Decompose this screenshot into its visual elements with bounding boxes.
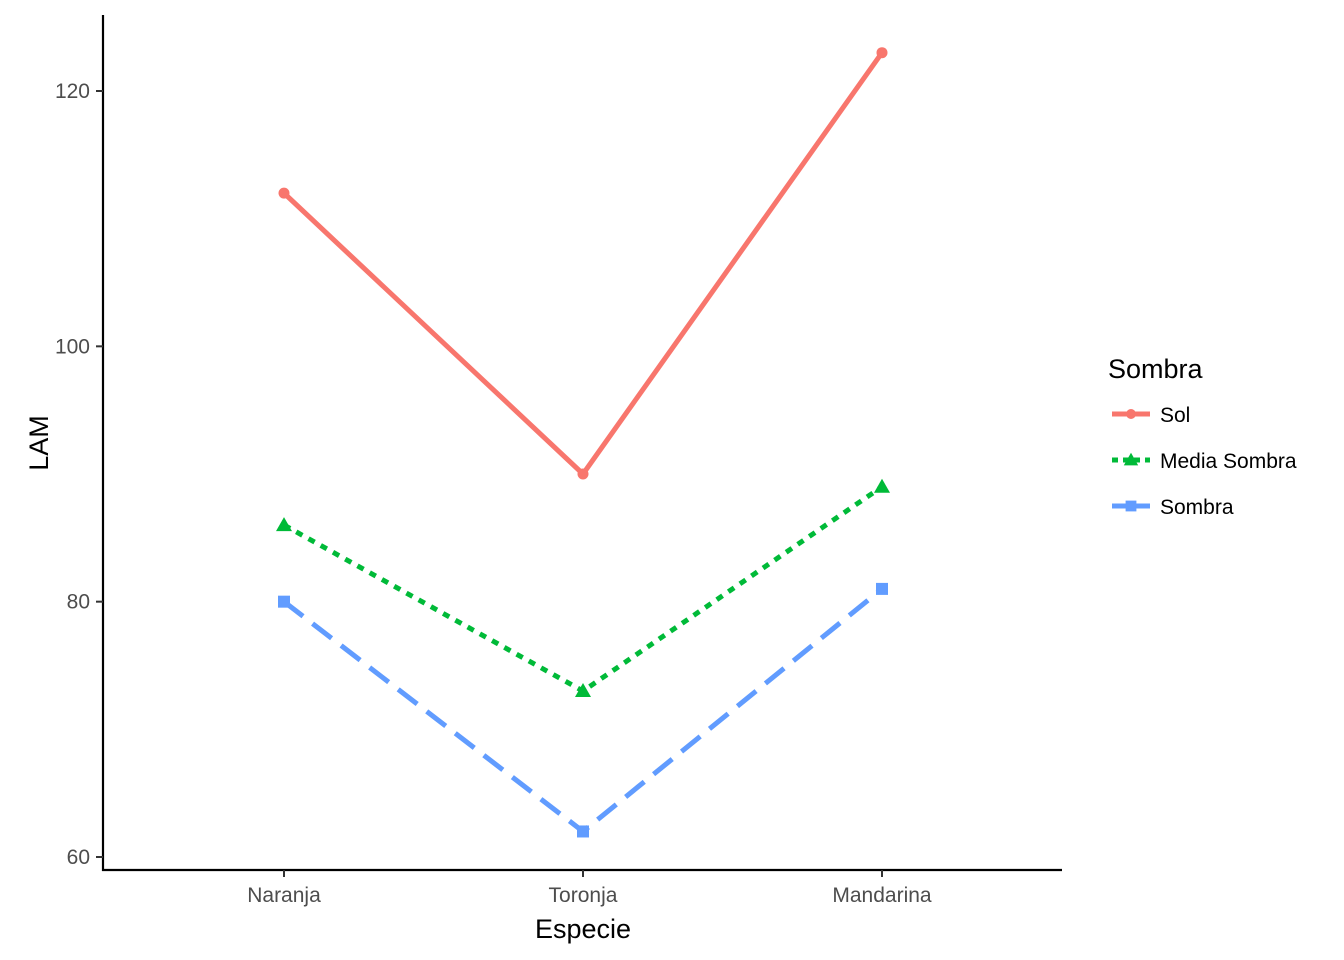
data-point — [278, 187, 290, 199]
legend-label: Sol — [1160, 404, 1190, 427]
legend-key-marker — [1123, 452, 1139, 466]
legend-label: Media Sombra — [1160, 450, 1297, 473]
series-layer — [276, 47, 890, 838]
legend-item: Sol — [1112, 404, 1190, 427]
legend-title: Sombra — [1108, 354, 1204, 384]
data-point — [876, 47, 888, 59]
series-line — [282, 586, 884, 834]
x-tick-label: Mandarina — [832, 884, 932, 907]
data-point — [577, 468, 589, 480]
legend-key-marker — [1125, 500, 1137, 512]
data-point — [276, 517, 292, 532]
legend-item: Sombra — [1112, 496, 1234, 519]
data-point — [575, 683, 591, 698]
series-line — [282, 484, 884, 694]
legend-key-marker — [1126, 409, 1136, 419]
series-sol — [278, 47, 888, 480]
legend: Sombra Sol Media Sombra Sombra — [1108, 354, 1297, 519]
y-tick-label: 60 — [67, 846, 90, 869]
y-tick-label: 80 — [67, 591, 90, 614]
data-point — [577, 825, 589, 838]
legend-items: Sol Media Sombra Sombra — [1112, 404, 1297, 519]
data-point — [874, 478, 890, 493]
x-axis-ticks: Naranja Toronja Mandarina — [247, 870, 932, 907]
y-tick-label: 100 — [55, 335, 90, 358]
legend-label: Sombra — [1160, 496, 1234, 519]
series-line — [282, 51, 885, 477]
y-axis-title: LAM — [24, 415, 54, 471]
y-axis-ticks: 60 80 100 120 — [55, 80, 103, 869]
series-media-sombra — [276, 478, 890, 698]
legend-item: Media Sombra — [1112, 450, 1297, 473]
x-tick-label: Toronja — [549, 884, 618, 907]
data-point — [876, 582, 888, 595]
y-tick-label: 120 — [55, 80, 90, 103]
data-point — [278, 595, 290, 608]
x-axis-title: Especie — [535, 914, 631, 944]
x-tick-label: Naranja — [247, 884, 321, 907]
series-sombra — [278, 582, 888, 838]
